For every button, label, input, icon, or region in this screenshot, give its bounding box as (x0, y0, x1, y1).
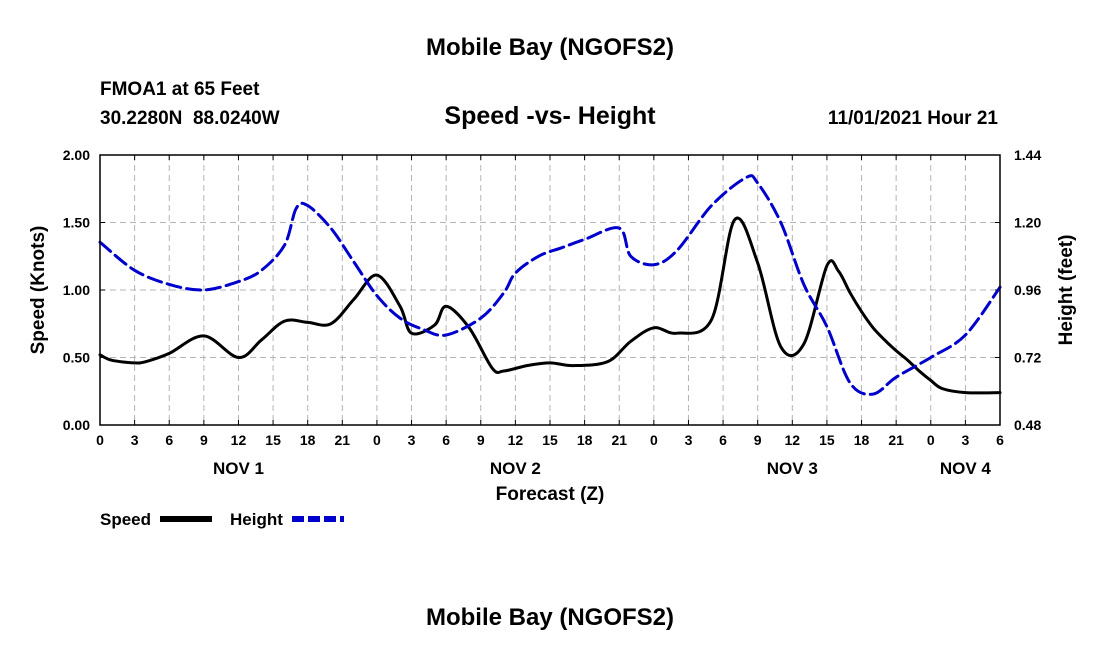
station-name: FMOA1 at 65 Feet (100, 79, 260, 100)
x-tick-label: 18 (577, 432, 593, 448)
day-label: NOV 2 (490, 459, 541, 478)
x-tick-label: 18 (854, 432, 870, 448)
y2-tick-label: 0.96 (1014, 282, 1041, 298)
x-tick-label: 3 (685, 432, 693, 448)
x-tick-label: 9 (200, 432, 208, 448)
page-title: Mobile Bay (NGOFS2) (426, 34, 674, 61)
y2-axis-label: Height (feet) (1056, 235, 1077, 346)
x-tick-label: 9 (754, 432, 762, 448)
x-tick-label: 0 (927, 432, 935, 448)
x-tick-label: 12 (231, 432, 247, 448)
x-tick-label: 0 (96, 432, 104, 448)
x-tick-label: 15 (542, 432, 558, 448)
x-tick-label: 9 (477, 432, 485, 448)
y-tick-label: 1.50 (63, 215, 90, 231)
x-tick-label: 3 (408, 432, 416, 448)
day-label: NOV 4 (940, 459, 992, 478)
x-tick-label: 15 (819, 432, 835, 448)
y-tick-label: 0.00 (63, 417, 90, 433)
legend-height-label: Height (230, 510, 283, 529)
x-tick-label: 18 (300, 432, 316, 448)
legend: Speed Height (100, 510, 344, 529)
x-tick-label: 3 (961, 432, 969, 448)
grid-lines (100, 155, 1000, 425)
plot-frame (99, 154, 1001, 426)
footer-title: Mobile Bay (NGOFS2) (426, 604, 674, 631)
x-tick-label: 6 (165, 432, 173, 448)
legend-speed-label: Speed (100, 510, 151, 529)
series-lines (98, 174, 1002, 396)
series-line-height (98, 174, 1002, 396)
x-tick-label: 21 (888, 432, 904, 448)
y2-tick-label: 1.20 (1014, 215, 1041, 231)
y-tick-label: 1.00 (63, 282, 90, 298)
station-coords: 30.2280N 88.0240W (100, 108, 280, 129)
x-tick-label: 6 (442, 432, 450, 448)
x-tick-label: 15 (265, 432, 281, 448)
chart-timestamp: 11/01/2021 Hour 21 (828, 108, 998, 129)
y-tick-label: 2.00 (63, 147, 90, 163)
day-label: NOV 1 (213, 459, 264, 478)
series-line-speed (98, 216, 1002, 395)
y2-tick-label: 0.48 (1014, 417, 1041, 433)
x-axis-label: Forecast (Z) (496, 484, 605, 505)
y-axis-label: Speed (Knots) (28, 226, 49, 355)
y2-tick-label: 1.44 (1014, 147, 1041, 163)
x-tick-label: 6 (719, 432, 727, 448)
x-tick-label: 0 (650, 432, 658, 448)
x-tick-label: 3 (131, 432, 139, 448)
day-label: NOV 3 (767, 459, 818, 478)
chart-title: Speed -vs- Height (444, 102, 656, 130)
y-tick-label: 0.50 (63, 350, 90, 366)
y2-tick-label: 0.72 (1014, 350, 1041, 366)
x-tick-label: 21 (335, 432, 351, 448)
x-tick-label: 21 (611, 432, 627, 448)
x-tick-label: 0 (373, 432, 381, 448)
x-tick-label: 6 (996, 432, 1004, 448)
axis-ticks: 0 3 6 9 12 15 18 21 0 3 6 9 12 15 18 21 0 3 6 9 12 15 18 21 0 3 6N… (63, 147, 1042, 478)
x-tick-label: 12 (785, 432, 801, 448)
x-tick-label: 12 (508, 432, 524, 448)
